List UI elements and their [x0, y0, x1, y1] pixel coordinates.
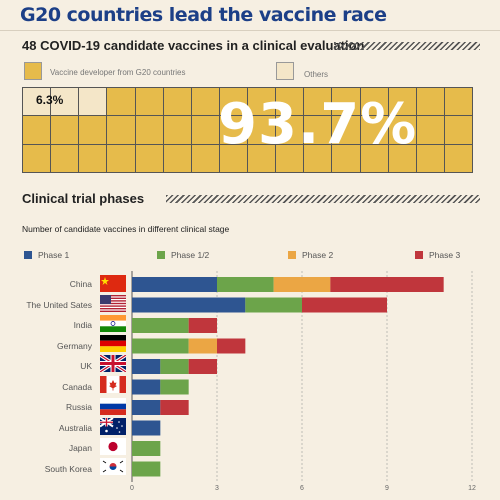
country-label: Germany: [57, 340, 92, 351]
bar-segment: [132, 441, 161, 456]
waffle-cell: [443, 87, 473, 117]
country-label: UK: [80, 361, 92, 371]
waffle-cell: [22, 143, 52, 173]
waffle-cell: [134, 87, 164, 117]
japan-flag-icon: [100, 438, 126, 455]
bar-segment: [132, 400, 161, 415]
waffle-cell: [22, 115, 52, 145]
bar-segment: [132, 420, 161, 436]
bar-segment: [132, 379, 161, 395]
waffle-cell: [275, 143, 305, 173]
x-tick-label: 3: [215, 485, 219, 492]
legend-swatch-phase1: [24, 251, 32, 259]
bar-segment: [132, 277, 217, 292]
waffle-cell: [275, 87, 305, 117]
bar-segment: [273, 277, 331, 292]
g20-percentage: 93.7%: [218, 92, 418, 157]
waffle-cell: [443, 115, 473, 145]
waffle-cell: [106, 143, 136, 173]
bar-segment: [330, 277, 444, 292]
bar-segment: [302, 297, 387, 313]
trials-heading-hatch: [166, 195, 480, 203]
x-tick-label: 9: [385, 485, 389, 492]
legend-label-others: Others: [304, 70, 329, 79]
bar-segment: [160, 359, 189, 374]
bar-segment: [160, 400, 189, 415]
legend-swatch-phase3: [415, 251, 423, 259]
bar-segment: [132, 318, 189, 333]
south-korea-flag-icon: [100, 458, 126, 475]
waffle-cell: [190, 87, 220, 117]
germany-flag-icon: [100, 335, 126, 352]
legend-label-phase12: Phase 1/2: [171, 250, 210, 260]
country-label: Canada: [62, 381, 92, 392]
legend-swatch-phase12: [157, 251, 165, 259]
waffle-cell: [22, 87, 52, 117]
waffle-cell: [415, 87, 445, 117]
others-percentage: 6.3%: [36, 93, 64, 107]
bar-segment: [245, 297, 302, 313]
bar-segment: [132, 297, 246, 313]
legend-swatch-phase2: [288, 251, 296, 259]
country-label: South Korea: [44, 463, 92, 474]
bar-segment: [217, 338, 246, 354]
waffle-cell: [359, 87, 389, 117]
bar-segment: [217, 277, 274, 292]
legend-swatch-others: [276, 62, 294, 80]
waffle-cell: [134, 143, 164, 173]
trials-heading: Clinical trial phases: [22, 191, 145, 206]
russia-flag-icon: [100, 398, 126, 415]
waffle-cell: [303, 87, 333, 117]
bar-segment: [188, 338, 217, 354]
waffle-cell: [443, 143, 473, 173]
waffle-cell: [78, 143, 108, 173]
waffle-cell: [275, 115, 305, 145]
country-label: The United Sates: [26, 299, 92, 310]
title-divider: [0, 30, 500, 31]
legend-label-g20: Vaccine developer from G20 countries: [50, 68, 186, 77]
waffle-cell: [50, 115, 80, 145]
china-flag-icon: [100, 275, 126, 292]
legend-label-phase3: Phase 3: [429, 250, 461, 260]
bar-segment: [188, 318, 217, 333]
country-label: China: [69, 279, 92, 289]
bar-segment: [132, 461, 161, 477]
canada-flag-icon: [100, 376, 126, 393]
legend-label-phase1: Phase 1: [38, 250, 70, 260]
waffle-cell: [247, 143, 277, 173]
x-tick-label: 0: [130, 485, 134, 492]
waffle-cell: [162, 143, 192, 173]
usa-flag-icon: [100, 295, 126, 312]
legend-swatch-g20: [24, 62, 42, 80]
waffle-grid: [22, 87, 473, 173]
legend-label-phase2: Phase 2: [302, 250, 334, 260]
bar-segment: [160, 379, 189, 395]
country-label: Japan: [68, 443, 92, 453]
page-title: G20 countries lead the vaccine race: [20, 4, 387, 26]
share-heading-hatch: [334, 42, 480, 50]
bar-segment: [132, 338, 189, 354]
trials-subheading: Number of candidate vaccines in differen…: [22, 224, 230, 234]
waffle-cell: [218, 115, 248, 145]
country-label: Russia: [66, 402, 92, 412]
country-label: India: [73, 320, 92, 330]
x-tick-label: 6: [300, 485, 304, 492]
australia-flag-icon: [100, 418, 126, 435]
bar-segment: [132, 359, 161, 374]
waffle-cell: [331, 143, 361, 173]
bar-segment: [188, 359, 217, 374]
india-flag-icon: [100, 315, 126, 332]
country-label: Australia: [58, 422, 92, 433]
x-tick-label: 12: [468, 485, 476, 492]
share-heading: 48 COVID-19 candidate vaccines in a clin…: [22, 38, 365, 53]
uk-flag-icon: [100, 355, 126, 372]
waffle-cell: [387, 143, 417, 173]
